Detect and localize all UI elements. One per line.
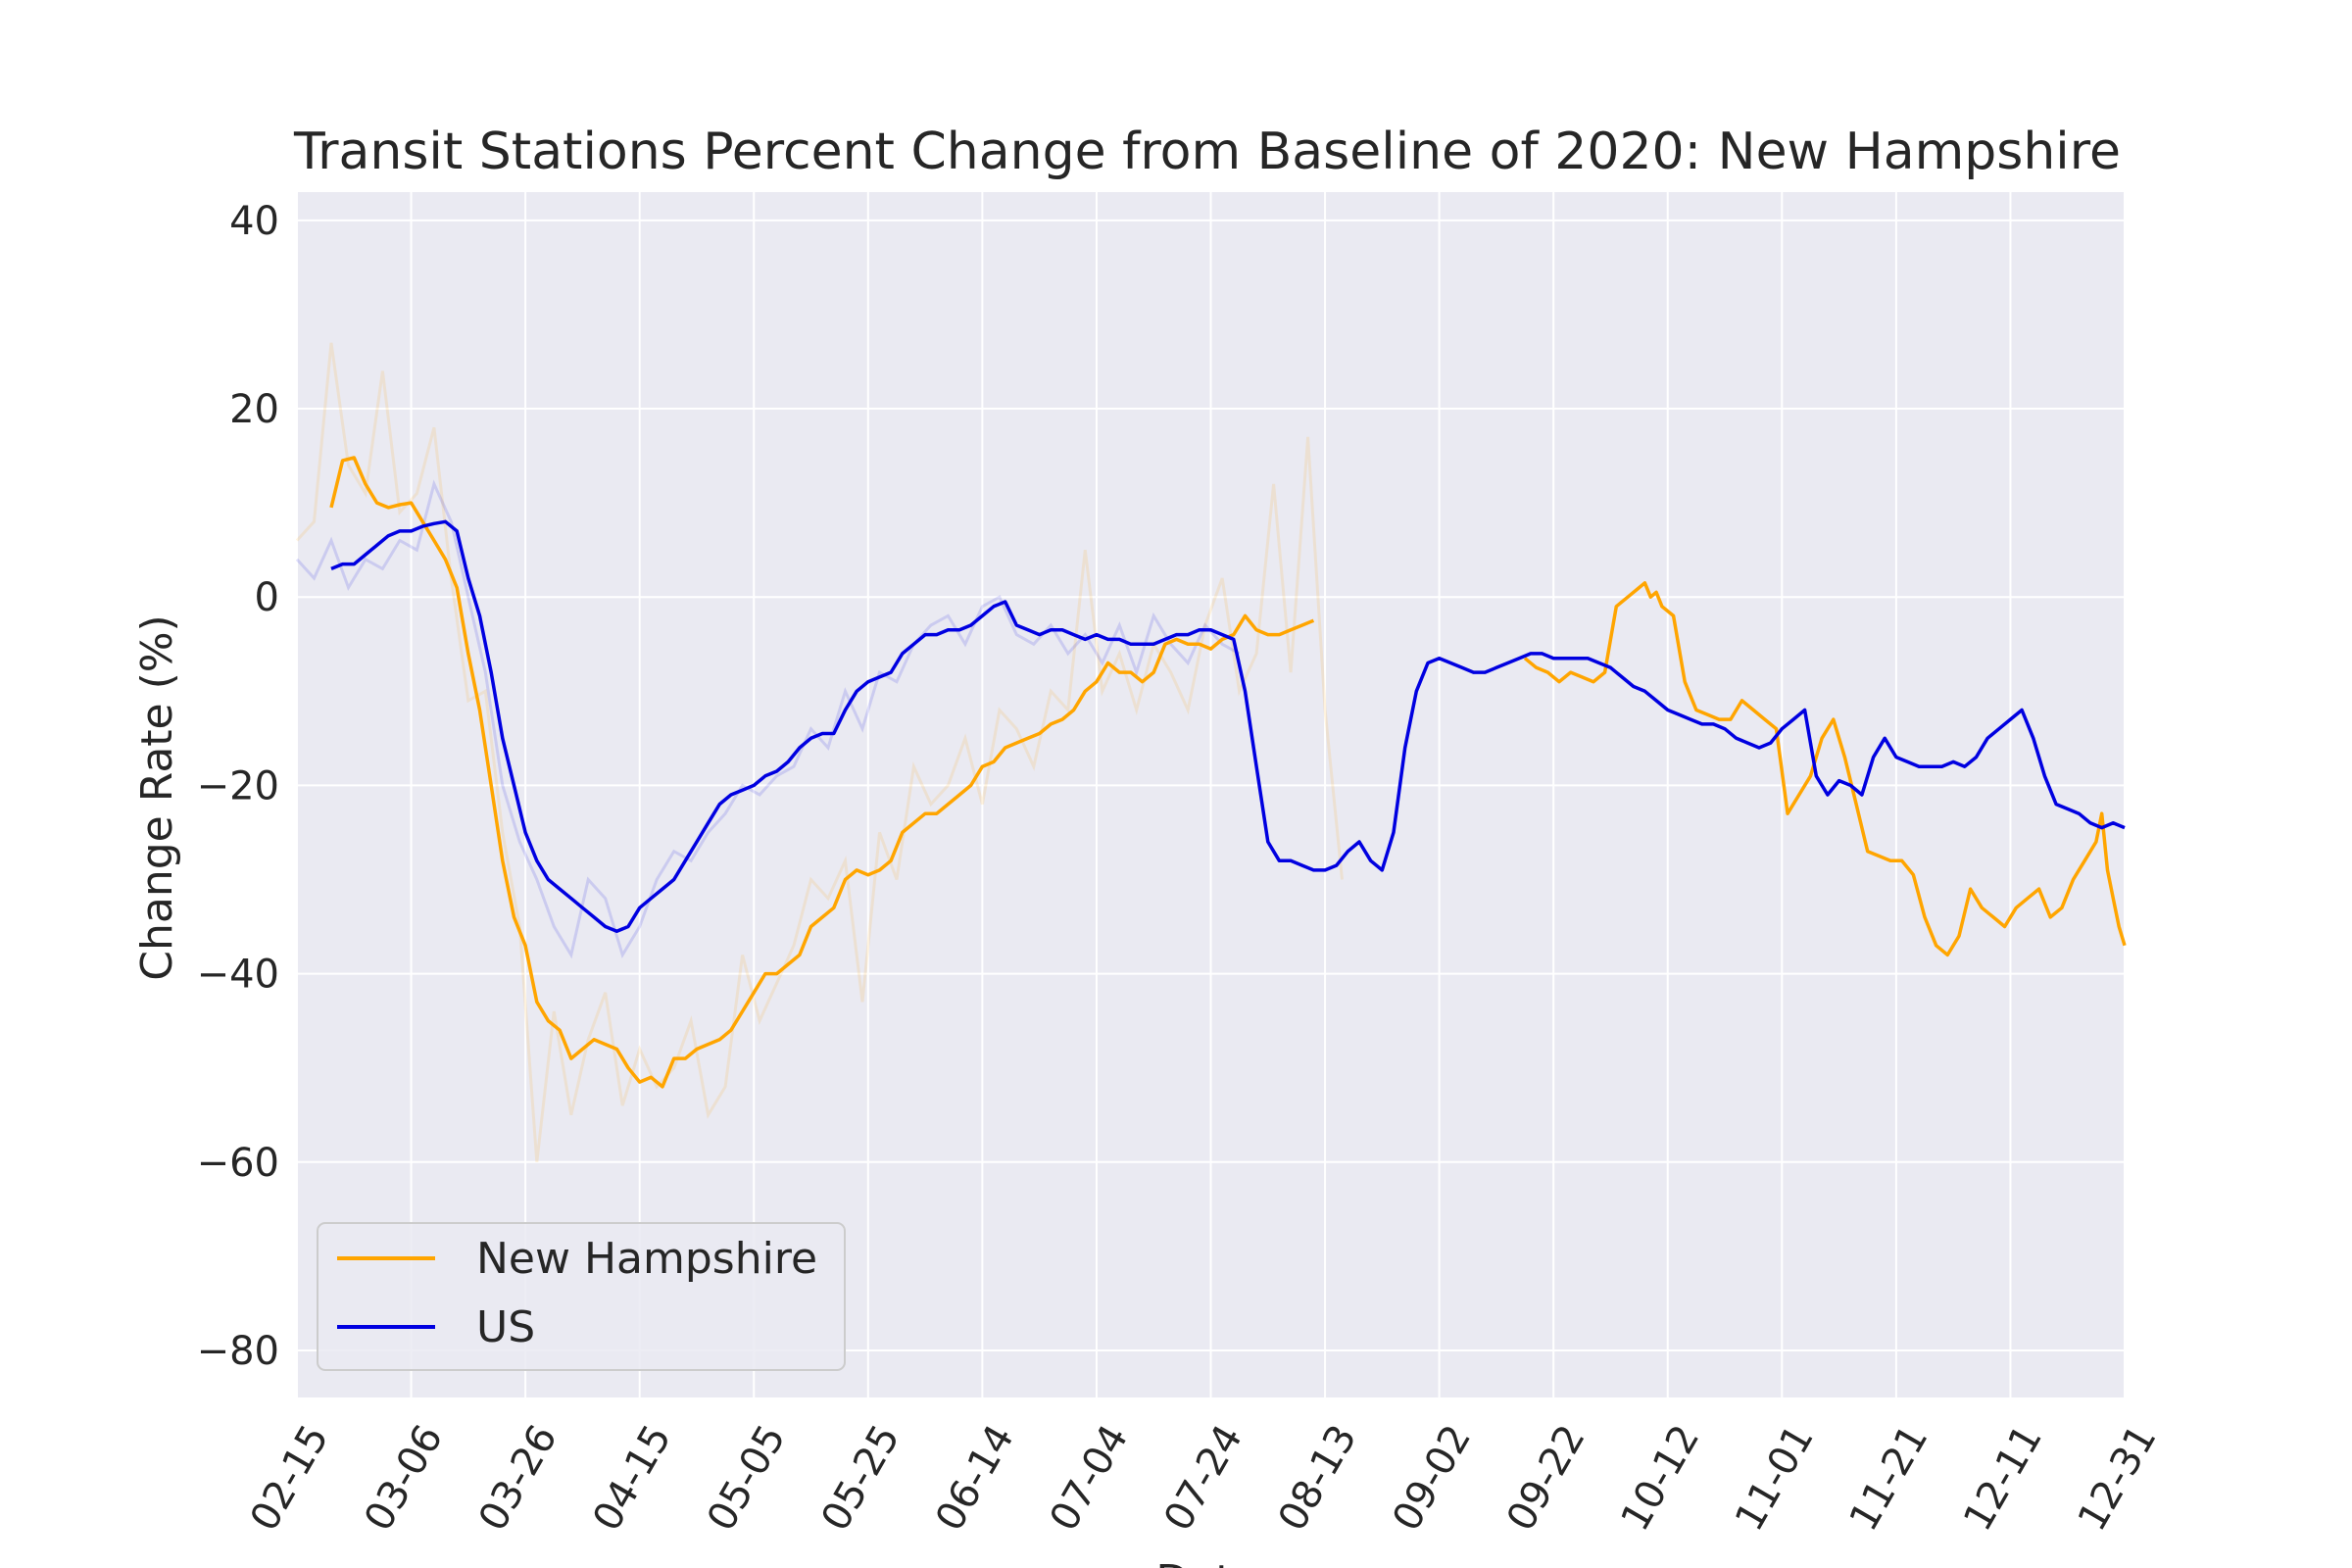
x-tick-label: 05-25 xyxy=(812,1417,908,1539)
chart-title: Transit Stations Percent Change from Bas… xyxy=(293,122,2121,181)
x-tick-label: 04-15 xyxy=(584,1417,680,1539)
legend-box xyxy=(317,1222,846,1371)
y-tick-label: 20 xyxy=(229,387,279,432)
legend-label-new-hampshire: New Hampshire xyxy=(476,1234,817,1284)
x-tick-label: 03-06 xyxy=(356,1417,452,1539)
grid-layer xyxy=(296,192,2126,1397)
x-tick-label: 05-05 xyxy=(699,1417,795,1539)
legend-label-us: US xyxy=(476,1302,535,1352)
x-axis-label: Date xyxy=(1155,1556,1258,1568)
x-tick-label: 12-11 xyxy=(1955,1417,2051,1539)
series-line-new-hampshire-segment-0 xyxy=(329,456,1315,1089)
x-tick-label: 03-26 xyxy=(470,1417,566,1539)
y-tick-label: 40 xyxy=(229,199,279,244)
y-tick-label: −20 xyxy=(197,763,279,808)
x-tick-label: 09-22 xyxy=(1498,1417,1594,1539)
x-tick-label: 07-24 xyxy=(1155,1417,1251,1539)
raw-line-new-hampshire xyxy=(295,342,1344,1162)
y-tick-label: −80 xyxy=(197,1329,279,1374)
series-line-new-hampshire-segment-1 xyxy=(1523,581,2127,957)
x-tick-label: 08-13 xyxy=(1270,1417,1366,1539)
series-line-us-segment-0 xyxy=(330,519,2126,934)
x-tick-label: 10-12 xyxy=(1612,1417,1708,1539)
x-tick-label: 02-15 xyxy=(242,1417,338,1539)
legend: New Hampshire US xyxy=(317,1222,846,1371)
x-tick-label: 11-21 xyxy=(1841,1417,1937,1539)
y-tick-label: 0 xyxy=(255,575,279,620)
x-tick-label: 11-01 xyxy=(1727,1417,1823,1539)
y-tick-label: −60 xyxy=(197,1141,279,1186)
x-tick-label: 12-31 xyxy=(2070,1417,2166,1539)
y-tick-label: −40 xyxy=(197,953,279,998)
y-axis-label: Change Rate (%) xyxy=(132,614,182,980)
x-tick-label: 06-14 xyxy=(927,1417,1023,1539)
x-tick-label: 09-02 xyxy=(1384,1417,1480,1539)
x-tick-label: 07-04 xyxy=(1042,1417,1138,1539)
series-layer xyxy=(329,456,2127,1089)
